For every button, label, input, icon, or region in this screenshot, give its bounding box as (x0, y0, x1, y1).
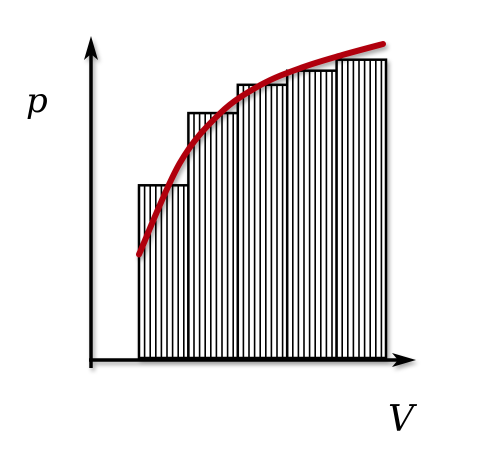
hatched-bar-2 (187, 111, 240, 360)
hatched-bar-4 (285, 69, 338, 360)
bars-group (137, 58, 388, 360)
volume-axis-label: V (388, 399, 414, 440)
x-axis-arrowhead (392, 353, 416, 367)
axes-group (84, 36, 416, 368)
hatched-bar-3 (236, 83, 289, 360)
bar-outline (187, 111, 240, 360)
bar-outline (137, 184, 190, 360)
bar-outline (236, 83, 289, 360)
hatched-bar-5 (335, 58, 388, 360)
pv-curve (136, 41, 386, 258)
bar-outline (335, 58, 388, 360)
pressure-axis-label: p (26, 81, 48, 121)
y-axis-arrowhead (84, 36, 98, 60)
bar-outline (285, 69, 338, 360)
hatched-bar-1 (137, 184, 190, 360)
